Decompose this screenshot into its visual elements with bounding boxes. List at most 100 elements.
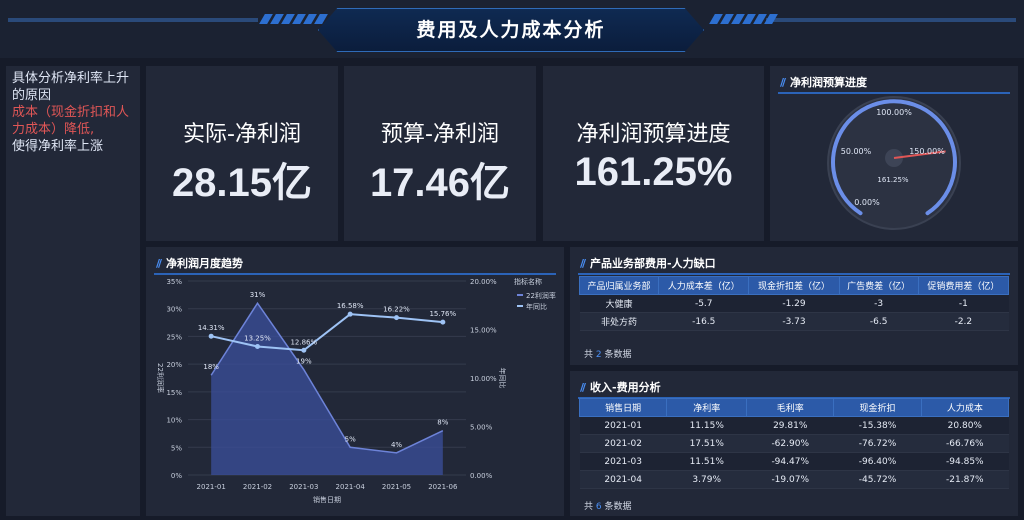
column-header[interactable]: 净利率 [666,398,748,417]
revenue-cost-panel: //收入-费用分析 销售日期 净利率 毛利率 现金折扣 人力成本 2021-01 11.1… [570,371,1018,516]
gauge-needle [893,150,946,159]
table-row[interactable]: 2021-01 11.15% 29.81% -15.38% 20.80% [579,416,1009,435]
table-cell: 20.80% [921,416,1009,435]
table1-title: 产品业务部费用-人力缺口 [590,257,716,270]
panel-underline [778,92,1010,94]
yoy-data-label: 14.31% [198,324,225,332]
revenue-cost-table: 销售日期 净利率 毛利率 现金折扣 人力成本 2021-01 11.15% 29.81% -1… [578,398,1010,489]
y-tick-label: 25% [166,333,182,341]
table-row[interactable]: 2021-03 11.51% -94.47% -96.40% -94.85% [579,452,1009,471]
column-header[interactable]: 现金折扣差（亿） [748,276,840,295]
x-tick-label: 2021-02 [243,483,272,491]
legend-title: 指标名称 [514,277,542,286]
table-cell: 2021-02 [579,434,667,453]
area-data-label: 31% [250,291,266,299]
table-cell: -5.7 [658,294,749,313]
gauge-tick-label: 50.00% [841,147,872,156]
area-data-label: 18% [203,363,219,371]
area-data-label: 5% [345,435,356,443]
gauge-tick-label: 0.00% [854,198,880,207]
table-cell: 2021-03 [579,452,667,471]
kpi-value: 161.25% [574,150,733,194]
yoy-data-point [394,315,399,321]
header-line-right [766,18,1016,22]
table-cell: -16.5 [658,312,749,331]
column-header[interactable]: 销售日期 [578,398,668,417]
kpi-value: 28.15亿 [171,161,313,205]
column-header[interactable]: 促销费用差（亿） [917,276,1010,295]
count-prefix: 共 [584,502,594,512]
header-stripes-right [709,14,778,24]
table-cell: -66.76% [921,434,1009,453]
y-tick-label: 35% [166,278,182,286]
kpi-value: 17.46亿 [369,161,511,205]
table-cell: -21.87% [921,470,1009,489]
table1-count: 共 2 条数据 [584,347,632,360]
gauge-arc [831,99,957,216]
table-cell: 17.51% [666,434,747,453]
table-cell: -94.85% [921,452,1009,471]
count-suffix: 条数据 [604,350,632,360]
table-cell: -6.5 [839,312,919,331]
panel-title: //产品业务部费用-人力缺口 [580,256,716,271]
table-row[interactable]: 2021-04 3.79% -19.07% -45.72% -21.87% [579,470,1009,489]
x-tick-label: 2021-05 [382,483,411,491]
table-cell: -1.29 [748,294,840,313]
table-cell: 11.15% [666,416,747,435]
area-data-label: 4% [391,441,402,449]
y-axis-label: 22利润率 [156,363,165,393]
table-row[interactable]: 大健康 -5.7 -1.29 -3 -1 [579,294,1009,313]
column-header[interactable]: 产品归属业务部 [578,276,660,295]
count-value: 2 [595,350,602,360]
gauge-title: 净利润预算进度 [790,76,868,89]
count-prefix: 共 [584,350,594,360]
table-cell: -62.90% [746,434,834,453]
budget-gauge: 0.00% 50.00% 100.00% 150.00% 161.25% [827,96,961,230]
column-header[interactable]: 广告费差（亿） [838,276,919,295]
column-header[interactable]: 毛利率 [746,398,835,417]
yoy-data-point [440,319,446,325]
legend-item: 年同比 [526,302,547,311]
table-cell: 29.81% [746,416,834,435]
column-header[interactable]: 现金折扣 [833,398,922,417]
table-cell: 非处方药 [579,312,659,331]
yoy-data-point [208,333,214,339]
yoy-series-line [210,313,443,352]
kpi-label: 净利润预算进度 [576,122,731,147]
table-cell: -3.73 [748,312,840,331]
table-cell: -19.07% [746,470,834,489]
analysis-note: 具体分析净利率上升的原因 成本（现金折扣和人力成本）降低, 使得净利率上涨 [6,66,140,516]
area-series-line [210,301,444,454]
y2-tick-label: 20.00% [470,278,497,286]
gauge-tick-label: 100.00% [876,108,912,117]
y-tick-label: 30% [166,306,182,314]
trend-chart-panel: //净利润月度趋势 0% 5% 10% 15% 20% 25% 30% 35% 0.00% 5.0… [146,247,564,516]
x-tick-label: 2021-03 [289,483,318,491]
count-value: 6 [595,502,602,512]
table-row[interactable]: 2021-02 17.51% -62.90% -76.72% -66.76% [579,434,1009,453]
legend-item: 22利润率 [526,291,556,300]
table-cell: -96.40% [833,452,922,471]
trend-chart: 0% 5% 10% 15% 20% 25% 30% 35% 0.00% 5.00% 10.00% 15… [156,277,556,504]
yoy-data-point [347,311,353,317]
table-cell: -2.2 [918,312,1009,331]
area-data-label: 19% [296,358,312,366]
table-cell: 3.79% [666,470,747,489]
table-row[interactable]: 非处方药 -16.5 -3.73 -6.5 -2.2 [579,312,1009,331]
table-header-row: 产品归属业务部 人力成本差（亿） 现金折扣差（亿） 广告费差（亿） 促销费用差（亿） [578,276,1010,295]
table2-title: 收入-费用分析 [590,381,661,394]
dept-cost-table: 产品归属业务部 人力成本差（亿） 现金折扣差（亿） 广告费差（亿） 促销费用差（亿） 大… [578,276,1010,331]
x-tick-label: 2021-04 [336,483,366,491]
y2-tick-label: 15.00% [470,327,497,335]
gauge-panel: //净利润预算进度 0.00% 50.00% 100.00% 150.00% 1… [770,66,1018,241]
column-header[interactable]: 人力成本差（亿） [658,276,750,295]
column-header[interactable]: 人力成本 [920,398,1010,417]
page-title: 费用及人力成本分析 [416,19,606,41]
y-tick-label: 5% [171,444,182,452]
chart-title: 净利润月度趋势 [166,257,244,270]
table-cell: 2021-04 [579,470,667,489]
yoy-data-label: 13.25% [244,334,271,342]
table2-count: 共 6 条数据 [584,499,632,512]
kpi-label: 实际-净利润 [183,122,301,147]
table-cell: -76.72% [833,434,922,453]
